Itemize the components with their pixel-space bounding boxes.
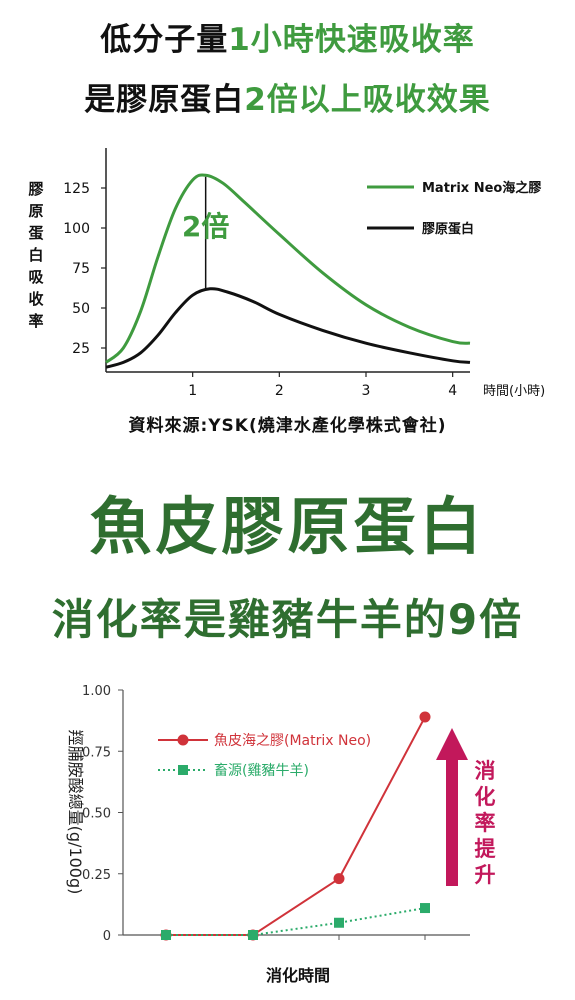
y-axis-label: 羥脯胺酸總量(g/100g) — [66, 730, 85, 895]
legend-marker-livestock — [178, 765, 188, 775]
data-point-livestock — [161, 930, 171, 940]
absorption-chart: 25 50 75 100 125 1 2 3 4 時間(小時) 膠原蛋白吸收率 2倍 Matrix Ne… — [28, 148, 545, 399]
legend-label-livestock: 畜源(雞豬牛羊) — [214, 763, 309, 779]
legend-marker-fish-skin — [177, 734, 189, 746]
y-tick-label: 0.75 — [82, 745, 111, 760]
data-point-livestock — [248, 930, 258, 940]
data-point-fish-skin — [419, 711, 431, 723]
data-point-livestock — [420, 903, 430, 914]
data-point-fish-skin — [333, 873, 345, 885]
x-tick-label: 4 — [448, 383, 457, 399]
headline-line-1: 低分子量1小時快速吸收率 — [0, 14, 575, 59]
x-axis-label: 消化時間 — [266, 966, 330, 985]
x-tick-label: 2 — [275, 383, 284, 399]
digestion-chart: 0 0.25 0.50 0.75 1.00 消化時間 羥脯胺酸總量(g/100g) 魚皮海之膠… — [66, 684, 497, 985]
y-tick-label: 0.25 — [82, 868, 111, 883]
x-tick-label: 1 — [188, 383, 197, 399]
legend-label-matrix-neo: Matrix Neo海之膠 — [422, 180, 541, 196]
y-tick-label: 100 — [63, 221, 90, 237]
series-line-collagen — [105, 287, 471, 369]
banner-title: 魚皮膠原蛋白 — [89, 490, 486, 563]
banner-subtitle: 消化率是雞豬牛羊的9倍 — [51, 595, 524, 644]
headline-line-2: 是膠原蛋白2倍以上吸收效果 — [0, 74, 575, 119]
data-source: 資料來源:YSK(燒津水產化學株式會社) — [128, 416, 447, 436]
headline-1-part-a: 低分子量 — [100, 22, 229, 58]
legend-label-fish-skin: 魚皮海之膠(Matrix Neo) — [214, 733, 371, 749]
y-tick-label: 0 — [103, 929, 111, 944]
y-tick-label: 75 — [72, 261, 90, 277]
series-line-livestock — [166, 907, 426, 936]
x-tick-label: 3 — [362, 383, 371, 399]
headline-2-part-b: 2倍以上吸收效果 — [244, 82, 491, 118]
legend-label-collagen: 膠原蛋白 — [422, 221, 474, 237]
series-line-fish-skin — [166, 716, 426, 936]
y-tick-label: 50 — [72, 301, 90, 317]
annotation-2x: 2倍 — [182, 210, 229, 243]
headline-1-part-b: 1小時快速吸收率 — [228, 22, 475, 58]
y-tick-label: 1.00 — [82, 684, 111, 699]
data-point-livestock — [334, 917, 344, 928]
arrow-head-icon — [436, 728, 468, 760]
y-tick-label: 25 — [72, 341, 90, 357]
series-line-matrix-neo — [105, 173, 471, 364]
x-axis-label: 時間(小時) — [483, 384, 545, 399]
y-axis-label: 膠原蛋白吸收率 — [28, 180, 44, 330]
headline-2-part-a: 是膠原蛋白 — [84, 82, 245, 118]
y-tick-label: 125 — [63, 181, 90, 197]
arrow-shaft — [446, 758, 458, 886]
y-tick-label: 0.50 — [82, 807, 111, 822]
arrow-label: 消化率提升 — [475, 759, 497, 887]
